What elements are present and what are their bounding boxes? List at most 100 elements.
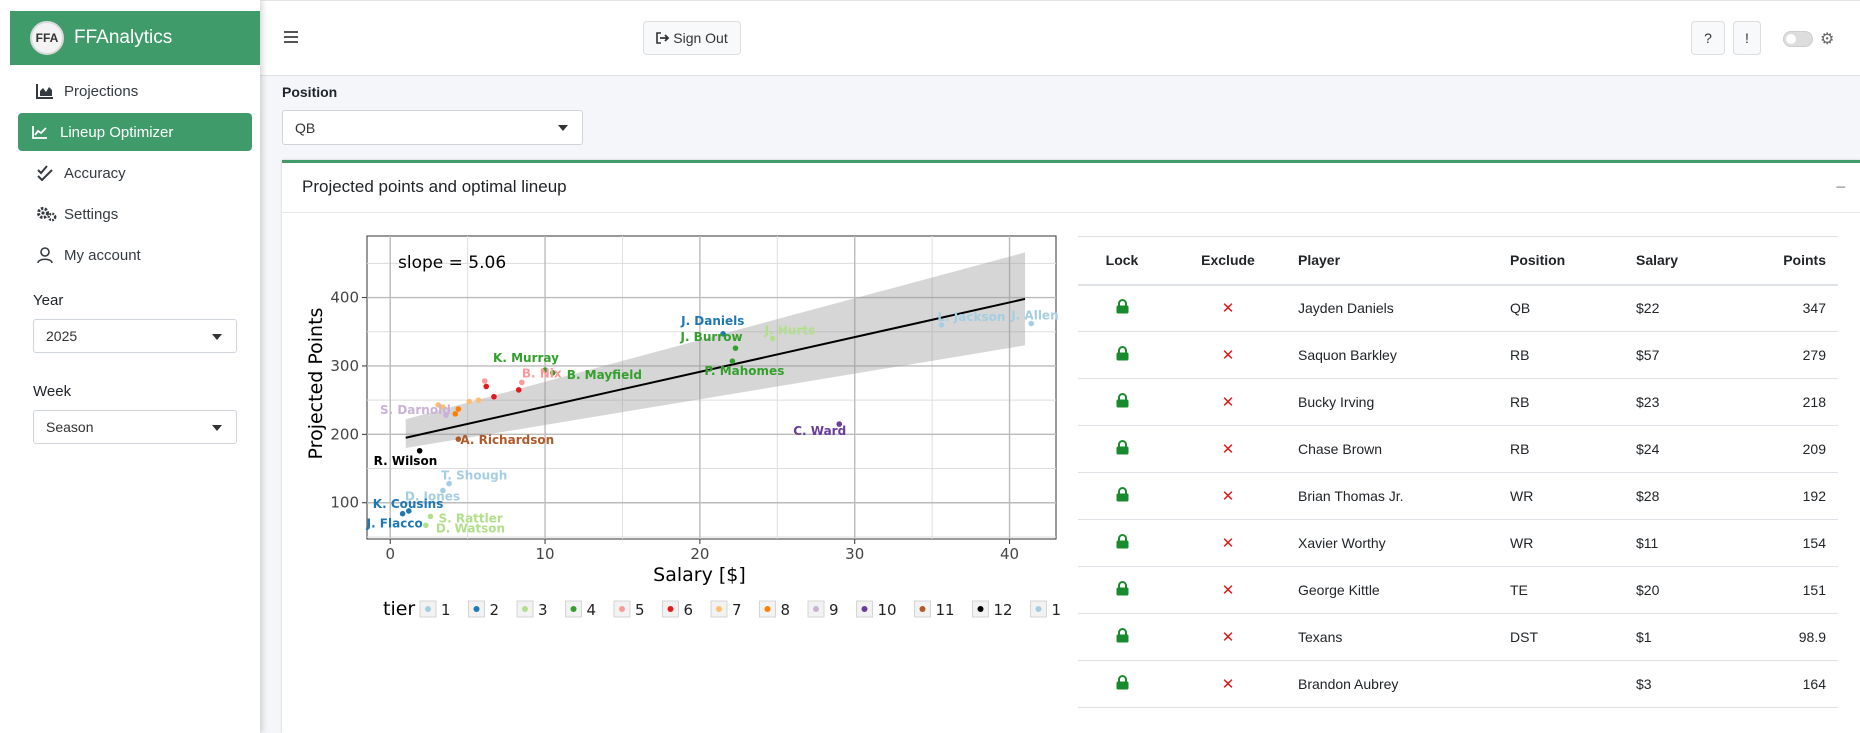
- collapse-button[interactable]: −: [1835, 177, 1846, 197]
- help-button[interactable]: ?: [1691, 21, 1725, 55]
- legend-swatch: [813, 606, 819, 612]
- close-icon[interactable]: ✕: [1221, 300, 1235, 318]
- alert-button[interactable]: !: [1733, 21, 1761, 55]
- points-cell: 192: [1738, 472, 1838, 520]
- data-point: [938, 322, 945, 328]
- sidebar-item-label: My account: [64, 246, 141, 264]
- hamburger-menu-icon[interactable]: [284, 31, 298, 46]
- col-header-position[interactable]: Position: [1502, 236, 1628, 286]
- data-point: [720, 331, 726, 337]
- data-point: [455, 436, 462, 442]
- legend-entry: 1: [441, 601, 451, 619]
- brand-header[interactable]: FFA FFAnalytics: [10, 11, 260, 65]
- lock-cell: [1078, 378, 1166, 426]
- lock-icon[interactable]: [1116, 393, 1129, 408]
- sign-out-button[interactable]: Sign Out: [643, 21, 741, 55]
- salary-cell: $28: [1628, 472, 1738, 520]
- point-label: B. Nix: [522, 366, 562, 380]
- point-label: D. Watson: [436, 521, 505, 535]
- confidence-ribbon: [405, 252, 1026, 449]
- sidebar-item-projections[interactable]: Projections: [18, 72, 252, 110]
- data-point: [549, 369, 556, 376]
- lock-icon[interactable]: [1116, 675, 1129, 690]
- close-icon[interactable]: ✕: [1221, 347, 1235, 364]
- data-point: [446, 480, 452, 487]
- week-select-value: Season: [46, 419, 94, 435]
- col-header-points[interactable]: Points: [1738, 236, 1838, 286]
- lock-icon[interactable]: [1116, 534, 1129, 549]
- col-header-player[interactable]: Player: [1290, 236, 1502, 286]
- y-tick-label: 200: [330, 425, 359, 443]
- player-cell: George Kittle: [1290, 566, 1502, 614]
- legend-swatch: [473, 606, 480, 612]
- sidebar-item-accuracy[interactable]: Accuracy: [18, 154, 252, 192]
- lock-icon[interactable]: [1116, 346, 1129, 361]
- close-icon[interactable]: ✕: [1221, 441, 1235, 458]
- lock-cell: [1078, 613, 1166, 661]
- lock-icon[interactable]: [1116, 487, 1129, 502]
- legend-entry: 7: [732, 601, 742, 619]
- legend-entry: 6: [684, 601, 694, 619]
- close-icon[interactable]: ✕: [1221, 535, 1235, 552]
- position-cell: QB: [1502, 284, 1628, 332]
- sidebar-item-lineup-optimizer[interactable]: Lineup Optimizer: [18, 113, 252, 151]
- point-label: B. Mayfield: [567, 368, 642, 382]
- lock-cell: [1078, 566, 1166, 614]
- point-label: L. Jackson: [937, 310, 1005, 324]
- legend-swatch: [570, 606, 577, 612]
- close-icon[interactable]: ✕: [1221, 488, 1235, 505]
- chevron-down-icon: [558, 125, 568, 131]
- sidebar: FFA FFAnalytics Projections Lineup Optim…: [0, 0, 260, 733]
- lock-icon[interactable]: [1116, 440, 1129, 455]
- lock-cell: [1078, 660, 1166, 708]
- points-cell: 98.9: [1738, 613, 1838, 661]
- data-point: [515, 387, 522, 393]
- exclude-cell: ✕: [1166, 660, 1290, 708]
- lock-icon[interactable]: [1116, 628, 1129, 643]
- point-label: R. Wilson: [374, 454, 438, 468]
- dark-mode-toggle[interactable]: [1783, 31, 1813, 47]
- legend-swatch: [977, 606, 984, 612]
- player-cell: Bucky Irving: [1290, 378, 1502, 426]
- position-cell: DST: [1502, 613, 1628, 661]
- legend-swatch: [919, 606, 926, 612]
- chevron-down-icon: [212, 334, 222, 340]
- table-row: ✕ Xavier Worthy WR $11 154: [1078, 519, 1838, 567]
- salary-cell: $20: [1628, 566, 1738, 614]
- player-cell: Jayden Daniels: [1290, 284, 1502, 332]
- col-header-exclude[interactable]: Exclude: [1166, 236, 1290, 286]
- sidebar-item-my-account[interactable]: My account: [18, 236, 252, 274]
- x-axis-label: Salary [$]: [653, 564, 746, 586]
- salary-cell: $1: [1628, 613, 1738, 661]
- year-select[interactable]: 2025: [33, 319, 237, 353]
- legend-entry: 3: [538, 601, 548, 619]
- year-label: Year: [33, 292, 64, 309]
- table-row: ✕ Texans DST $1 98.9: [1078, 613, 1838, 661]
- close-icon[interactable]: ✕: [1221, 676, 1235, 693]
- gear-icon[interactable]: ⚙: [1820, 31, 1835, 48]
- col-header-lock[interactable]: Lock: [1078, 236, 1166, 286]
- close-icon[interactable]: ✕: [1221, 582, 1235, 599]
- sign-out-label: Sign Out: [673, 30, 728, 46]
- data-point: [1028, 320, 1035, 327]
- position-cell: RB: [1502, 331, 1628, 379]
- close-icon[interactable]: ✕: [1221, 629, 1235, 646]
- player-cell: Brian Thomas Jr.: [1290, 472, 1502, 520]
- data-point: [836, 421, 843, 427]
- legend-title: tier: [383, 598, 415, 620]
- week-select[interactable]: Season: [33, 410, 237, 444]
- col-header-salary[interactable]: Salary: [1628, 236, 1738, 286]
- sidebar-item-label: Projections: [64, 82, 139, 100]
- exclude-cell: ✕: [1166, 425, 1290, 473]
- position-select[interactable]: QB: [282, 110, 583, 145]
- lock-icon[interactable]: [1116, 299, 1129, 314]
- point-label: S. Rattler: [438, 511, 502, 525]
- close-icon[interactable]: ✕: [1221, 394, 1235, 411]
- data-point: [491, 393, 497, 400]
- lock-cell: [1078, 519, 1166, 567]
- user-icon: [36, 246, 60, 264]
- lock-icon[interactable]: [1116, 581, 1129, 596]
- points-cell: 279: [1738, 331, 1838, 379]
- sidebar-item-settings[interactable]: Settings: [18, 195, 252, 233]
- point-label: P. Mahomes: [704, 364, 784, 378]
